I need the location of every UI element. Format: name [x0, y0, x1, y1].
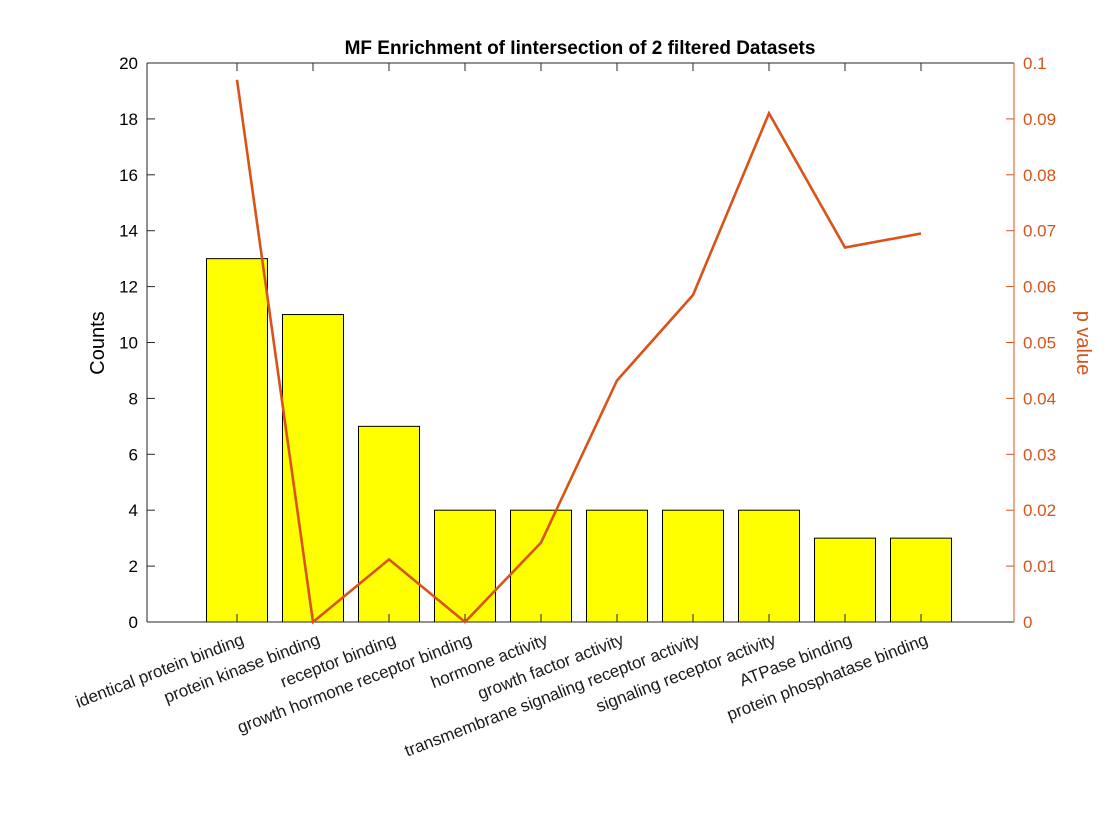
- y2-tick-label: 0: [1023, 613, 1032, 632]
- bar: [586, 509, 648, 623]
- y2-axis-label: p value: [1072, 311, 1094, 376]
- y-tick-label: 10: [119, 334, 138, 353]
- y-tick-label: 6: [129, 445, 138, 464]
- y2-tick-label: 0.02: [1023, 501, 1056, 520]
- y2-tick-label: 0.09: [1023, 110, 1056, 129]
- bar: [890, 537, 952, 623]
- chart-title: MF Enrichment of Iintersection of 2 filt…: [345, 38, 816, 59]
- y-tick-label: 14: [119, 222, 138, 241]
- y2-tick-label: 0.03: [1023, 445, 1056, 464]
- bar: [738, 509, 800, 623]
- bar: [814, 537, 876, 623]
- y2-tick-label: 0.08: [1023, 166, 1056, 185]
- y-tick-label: 20: [119, 54, 138, 73]
- y-tick-label: 12: [119, 278, 138, 297]
- y-tick-label: 18: [119, 110, 138, 129]
- y-tick-label: 2: [129, 557, 138, 576]
- y-axis-label: Counts: [87, 311, 109, 374]
- y-tick-label: 0: [129, 613, 138, 632]
- y-tick-label: 16: [119, 166, 138, 185]
- y2-tick-label: 0.07: [1023, 222, 1056, 241]
- y2-tick-label: 0.04: [1023, 389, 1056, 408]
- y2-tick-label: 0.1: [1023, 54, 1047, 73]
- bar: [206, 258, 268, 623]
- bar: [434, 509, 496, 623]
- y-tick-label: 4: [129, 501, 138, 520]
- y-tick-label: 8: [129, 389, 138, 408]
- y2-tick-label: 0.01: [1023, 557, 1056, 576]
- y2-tick-label: 0.06: [1023, 278, 1056, 297]
- p-value-line: [235, 79, 922, 625]
- bar: [510, 509, 572, 623]
- bar: [358, 425, 420, 623]
- y2-tick-label: 0.05: [1023, 334, 1056, 353]
- bar: [662, 509, 724, 623]
